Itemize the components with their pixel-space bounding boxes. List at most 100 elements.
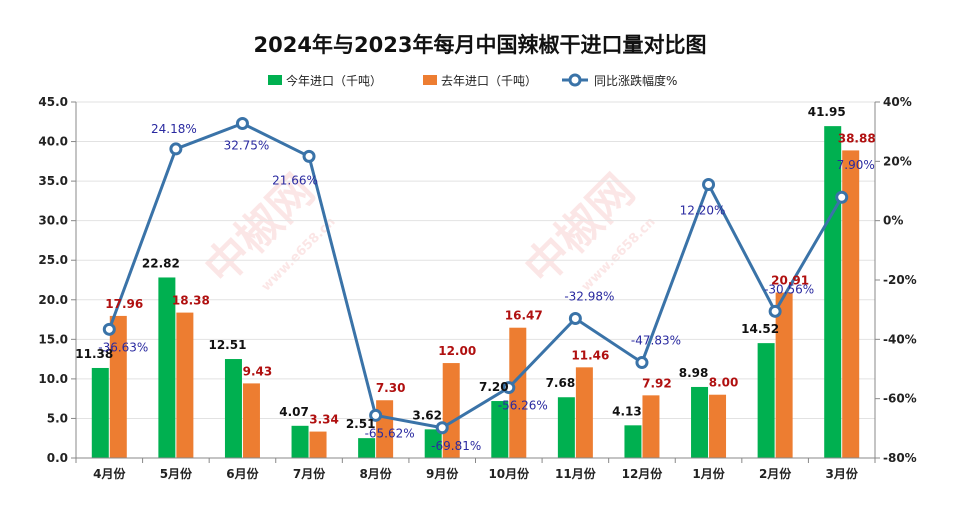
yoy-point bbox=[768, 304, 782, 318]
x-tick-label: 10月份 bbox=[488, 466, 530, 481]
yoy-point bbox=[102, 322, 116, 336]
y-left-tick-label: 35.0 bbox=[38, 174, 68, 188]
legend-item: 今年进口（千吨） bbox=[268, 73, 382, 88]
data-labels-layer: 11.38 17.96 22.82 18.38 12.51 9.43 4.073.34 2.5… bbox=[75, 105, 875, 453]
legend-swatch-marker bbox=[568, 73, 582, 87]
bar-previous-year bbox=[842, 150, 860, 458]
line-layer bbox=[102, 117, 849, 435]
data-label-yoy: 32.75% bbox=[224, 139, 270, 153]
yoy-point bbox=[702, 177, 716, 191]
legend-label: 同比涨跌幅度% bbox=[594, 73, 677, 88]
x-tick-label: 6月份 bbox=[226, 466, 259, 481]
y-right-tick-label: 0% bbox=[883, 214, 903, 228]
bar-current-year bbox=[824, 126, 842, 458]
data-label-previous-year: 9.43 bbox=[243, 364, 273, 378]
bar-current-year bbox=[158, 277, 176, 458]
bar-previous-year bbox=[442, 363, 460, 458]
data-label-current-year: 22.82 bbox=[142, 256, 180, 270]
x-tick-label: 9月份 bbox=[426, 466, 459, 481]
legend-item: 去年进口（千吨） bbox=[423, 74, 537, 88]
data-label-current-year: 7.20 bbox=[479, 380, 509, 394]
data-label-current-year: 2.51 bbox=[346, 417, 376, 431]
data-label-current-year: 4.13 bbox=[612, 404, 642, 418]
data-label-yoy: 24.18% bbox=[151, 122, 197, 136]
data-label-current-year: 3.62 bbox=[412, 408, 442, 422]
y-left-tick-label: 30.0 bbox=[38, 214, 68, 228]
data-label-yoy: -30.56% bbox=[764, 282, 814, 296]
legend-label: 去年进口（千吨） bbox=[441, 74, 537, 88]
axes-layer: 0.0 5.0 10.0 15.0 20.0 25.0 30.0 35.0 40.0 45.0 -8… bbox=[38, 95, 916, 481]
y-right-tick-label: -40% bbox=[883, 332, 917, 346]
bar-current-year bbox=[291, 425, 309, 458]
bar-current-year bbox=[424, 429, 442, 458]
yoy-point bbox=[369, 408, 383, 422]
data-label-current-year: 8.98 bbox=[679, 366, 709, 380]
data-label-previous-year: 12.00 bbox=[438, 344, 476, 358]
data-label-current-year: 11.38 bbox=[75, 347, 113, 361]
y-left-tick-label: 25.0 bbox=[38, 253, 68, 267]
bar-current-year bbox=[557, 397, 575, 458]
bar-current-year bbox=[91, 367, 109, 458]
bar-current-year bbox=[757, 343, 775, 458]
y-left-tick-label: 40.0 bbox=[38, 135, 68, 149]
data-label-previous-year: 8.00 bbox=[709, 376, 739, 390]
legend-label: 今年进口（千吨） bbox=[286, 73, 382, 88]
yoy-point bbox=[169, 142, 183, 156]
y-left-tick-label: 20.0 bbox=[38, 293, 68, 307]
y-left-tick-label: 45.0 bbox=[38, 95, 68, 109]
x-tick-label: 3月份 bbox=[826, 466, 859, 481]
y-right-tick-label: -60% bbox=[883, 392, 917, 406]
data-label-yoy: -32.98% bbox=[564, 290, 614, 304]
x-tick-label: 2月份 bbox=[759, 466, 792, 481]
bar-previous-year bbox=[575, 367, 593, 458]
bar-current-year bbox=[358, 438, 376, 458]
data-label-previous-year: 20.91 bbox=[771, 274, 809, 288]
data-label-yoy: -69.81% bbox=[431, 439, 481, 453]
bar-previous-year bbox=[176, 312, 194, 458]
y-right-tick-label: 20% bbox=[883, 154, 912, 168]
data-label-current-year: 12.51 bbox=[208, 338, 246, 352]
data-label-previous-year: 18.38 bbox=[172, 294, 210, 308]
data-label-previous-year: 7.30 bbox=[376, 381, 406, 395]
y-left-tick-label: 10.0 bbox=[38, 372, 68, 386]
bar-previous-year bbox=[642, 395, 660, 458]
legend-swatch bbox=[268, 75, 282, 85]
data-label-previous-year: 11.46 bbox=[571, 348, 609, 362]
legend: 今年进口（千吨） 去年进口（千吨） 同比涨跌幅度% bbox=[268, 73, 677, 88]
data-label-yoy: 21.66% bbox=[272, 173, 318, 187]
x-tick-label: 8月份 bbox=[359, 466, 392, 481]
data-label-current-year: 7.68 bbox=[546, 376, 576, 390]
data-label-yoy: -47.83% bbox=[631, 334, 681, 348]
data-label-yoy: -56.26% bbox=[498, 399, 548, 413]
bar-previous-year bbox=[709, 394, 727, 458]
x-tick-label: 1月份 bbox=[692, 466, 725, 481]
yoy-point bbox=[235, 117, 249, 131]
bar-current-year bbox=[691, 386, 709, 458]
legend-item: 同比涨跌幅度% bbox=[562, 73, 677, 88]
bar-current-year bbox=[624, 425, 642, 458]
data-label-previous-year: 3.34 bbox=[309, 413, 339, 427]
yoy-point bbox=[835, 190, 849, 204]
bar-previous-year bbox=[109, 315, 127, 458]
legend-swatch bbox=[423, 75, 437, 85]
y-right-tick-label: -20% bbox=[883, 273, 917, 287]
bars-layer bbox=[91, 126, 860, 458]
y-left-tick-label: 15.0 bbox=[38, 332, 68, 346]
x-tick-label: 7月份 bbox=[293, 466, 326, 481]
x-tick-label: 5月份 bbox=[160, 466, 193, 481]
x-tick-label: 12月份 bbox=[622, 466, 664, 481]
yoy-point bbox=[302, 149, 316, 163]
y-left-tick-label: 0.0 bbox=[47, 451, 68, 465]
yoy-point bbox=[568, 312, 582, 326]
data-label-previous-year: 17.96 bbox=[105, 297, 143, 311]
chart-title: 2024年与2023年每月中国辣椒干进口量对比图 bbox=[254, 33, 707, 57]
x-tick-label: 11月份 bbox=[555, 466, 597, 481]
yoy-point bbox=[502, 381, 516, 395]
bar-current-year bbox=[224, 359, 242, 458]
bar-previous-year bbox=[775, 292, 793, 458]
bar-current-year bbox=[491, 401, 509, 458]
x-tick-label: 4月份 bbox=[93, 466, 126, 481]
data-label-yoy: 7.90% bbox=[837, 158, 875, 172]
